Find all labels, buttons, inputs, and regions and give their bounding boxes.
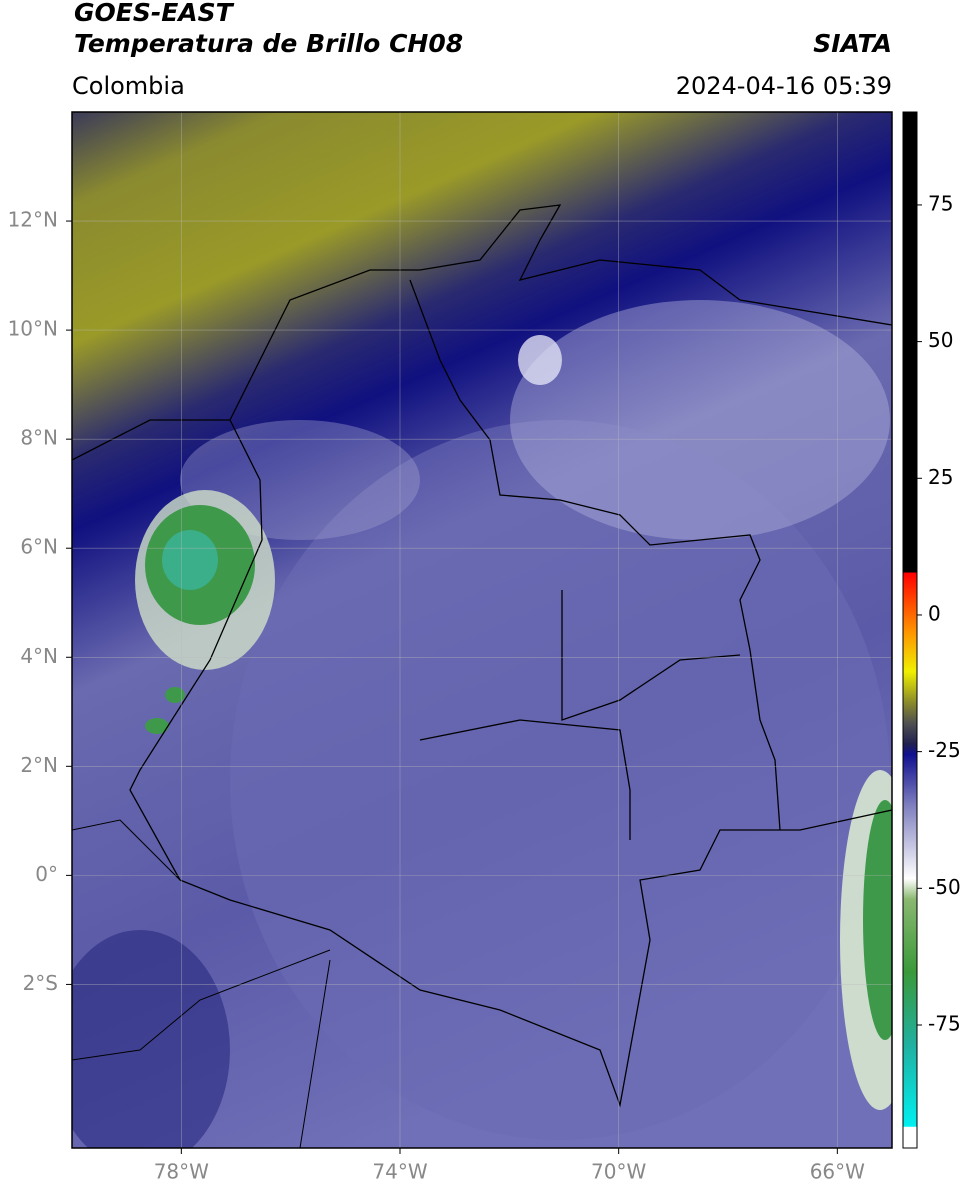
map-image (72, 112, 892, 1148)
colorbar-tick-label: 25 (928, 465, 953, 489)
source: SIATA (813, 29, 892, 58)
satellite: GOES-EAST (74, 0, 235, 27)
x-tick-label: 78°W (154, 1160, 209, 1184)
y-tick-label: 10°N (8, 317, 58, 341)
colorbar-tick-label: 0 (928, 601, 941, 625)
map-frame (71, 111, 893, 1149)
x-tick-label: 70°W (591, 1160, 646, 1184)
colorbar-tick-label: -50 (928, 875, 961, 899)
y-tick-label: 0° (35, 862, 58, 886)
colorbar-tick-label: -75 (928, 1011, 961, 1035)
x-tick-label: 74°W (372, 1160, 427, 1184)
y-tick-label: 6°N (20, 535, 58, 559)
colorbar (902, 111, 918, 1149)
y-tick-label: 2°N (20, 753, 58, 777)
y-tick-label: 4°N (20, 644, 58, 668)
y-tick-label: 2°S (23, 971, 58, 995)
y-tick-label: 8°N (20, 426, 58, 450)
colorbar-tick-label: 50 (928, 328, 953, 352)
colorbar-tick-label: -25 (928, 738, 961, 762)
colorbar-tick-label: 75 (928, 191, 953, 215)
x-tick-label: 66°W (810, 1160, 865, 1184)
datetime: 2024-04-16 05:39 (676, 72, 892, 100)
y-tick-label: 12°N (8, 208, 58, 232)
grid (72, 112, 892, 1148)
region: Colombia (72, 72, 185, 100)
product: Temperatura de Brillo CH08 (74, 29, 463, 58)
